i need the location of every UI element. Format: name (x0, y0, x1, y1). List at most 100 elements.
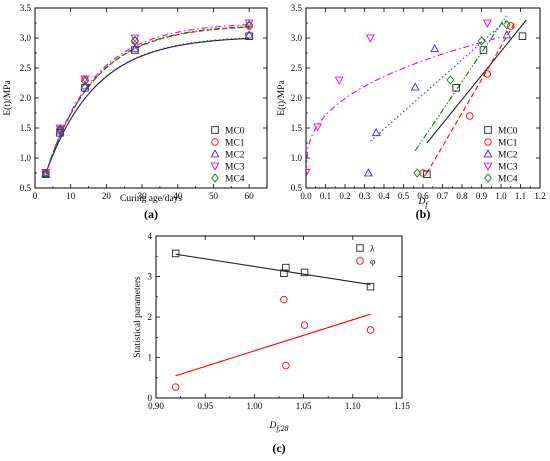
panel-a-fit-curve-mc1 (45, 26, 250, 174)
data-point (502, 20, 511, 30)
panel-b-y-tick-label: 3.5 (291, 3, 303, 13)
data-point (479, 46, 488, 54)
legend-marker (356, 244, 364, 252)
panel-b-y-tick-label: 1.0 (291, 153, 303, 163)
panel-b-plot-area (306, 14, 527, 178)
data-point (245, 32, 253, 40)
panel-a-y-tick-label: 1.0 (20, 153, 32, 163)
panel-c-y-tick-label: 0 (148, 393, 153, 403)
data-point (282, 361, 290, 370)
data-point (366, 282, 375, 291)
legend-label: MC2 (498, 151, 518, 161)
data-point (363, 168, 373, 177)
legend-marker (484, 173, 492, 183)
data-point (130, 43, 140, 53)
panel-a-x-axis-title: Curing age/days (120, 194, 182, 204)
panel-c-x-tick-label: 0.90 (148, 401, 164, 411)
panel-b-x-tick-label: 0.4 (378, 191, 390, 201)
panel-c-x-tick-label: 1.15 (394, 401, 410, 411)
panel-a-fit-curve-mc4 (45, 25, 250, 174)
panel-a: 0 10 20 30 40 50 60 0.5 1.0 1.5 2.0 2.5 3.0 3.5 Curing… (2, 3, 268, 221)
panel-c-x-tick-label: 1.00 (247, 401, 263, 411)
panel-b-y-tick-label: 0.5 (291, 183, 303, 193)
legend-label: MC1 (225, 139, 245, 149)
panel-a-y-tick-label: 0.5 (20, 183, 32, 193)
panel-b-x-tick-label: 0.3 (359, 191, 371, 201)
panel-c: 0.90 0.95 1.00 1.05 1.10 1.15 0 1 2 3 4 Df,28 Statis… (133, 231, 410, 455)
data-point (507, 22, 515, 30)
panel-a-fit-curve-mc0 (45, 37, 250, 174)
panel-a-fit-curve-mc2 (45, 37, 250, 174)
panel-a-label: (a) (144, 207, 158, 221)
panel-a-plot-frame (34, 7, 268, 189)
panel-c-plot-area (171, 249, 375, 391)
panel-b: 0.0 0.1 0.2 0.3 0.4 0.5 0.6 0.7 0.8 0.9 1.0 1.1 1.2 0… (276, 3, 546, 221)
legend-label: MC0 (498, 127, 518, 137)
panel-b-fit-line (426, 19, 527, 144)
panel-b-fit-line (426, 22, 516, 174)
data-point (171, 383, 180, 391)
panel-a-series-mc4 (41, 20, 254, 179)
data-point (282, 263, 290, 272)
data-point (171, 249, 180, 258)
data-point (365, 34, 375, 43)
panel-a-y-axis-title: E(t)/MPa (2, 80, 13, 116)
data-point (131, 35, 139, 45)
panel-a-legend: MC0 MC1 MC2 MC3 MC4 (210, 126, 245, 185)
panel-a-x-tick-label: 20 (102, 191, 112, 201)
panel-a-x-tick-label: 0 (33, 191, 38, 201)
panel-a-x-tick-label: 10 (66, 191, 76, 201)
data-point (306, 169, 311, 178)
legend-marker (484, 126, 492, 134)
legend-label: MC0 (225, 127, 245, 137)
legend-label: MC3 (498, 163, 518, 173)
legend-label: MC3 (225, 163, 245, 173)
panel-c-x-axis-title: Df,28 (268, 421, 288, 433)
legend-marker (483, 149, 493, 158)
legend-marker (211, 173, 219, 183)
legend-label: MC4 (498, 175, 518, 185)
panel-b-x-tick-label: 0.1 (320, 191, 331, 201)
data-point (477, 36, 486, 46)
legend-marker (211, 138, 219, 146)
panel-b-x-tick-label: 0.0 (300, 191, 312, 201)
panel-a-plot-area (41, 19, 254, 179)
legend-label: MC2 (225, 151, 245, 161)
panel-c-x-tick-label: 1.10 (345, 401, 361, 411)
panel-a-series-mc1 (41, 22, 253, 177)
panel-b-fit-line (369, 19, 508, 142)
panel-a-y-tick-label: 2.0 (20, 93, 32, 103)
data-point (452, 84, 460, 92)
data-point (80, 81, 90, 90)
panel-b-series-mc3 (306, 19, 492, 178)
data-point (244, 30, 254, 39)
data-point (371, 127, 381, 137)
data-point (502, 30, 512, 39)
legend-marker (356, 257, 364, 265)
legend-marker (210, 149, 220, 158)
legend-label: φ (370, 258, 376, 268)
data-point (366, 326, 375, 334)
panel-a-y-tick-label: 3.5 (20, 3, 32, 13)
data-point (334, 76, 344, 85)
data-point (413, 168, 422, 178)
panel-c-x-tick-label: 0.95 (197, 401, 213, 411)
panel-c-series-phi (171, 295, 375, 391)
panel-c-plot-frame (155, 235, 403, 399)
panel-b-x-tick-label: 1.2 (534, 191, 545, 201)
panel-b-series-mc4 (413, 20, 511, 178)
panel-b-series-mc1 (419, 22, 515, 177)
panel-b-fit-line (414, 14, 508, 152)
data-point (56, 125, 64, 135)
panel-a-series-mc0 (41, 32, 253, 178)
data-point (81, 76, 89, 86)
panel-b-x-tick-label: 0.5 (398, 191, 410, 201)
panel-b-series-mc0 (423, 32, 527, 178)
data-point (419, 169, 427, 177)
data-point (280, 269, 288, 278)
data-point (131, 46, 139, 54)
panel-b-x-tick-label: 0.2 (339, 191, 350, 201)
panel-c-fit-line (175, 313, 371, 377)
panel-b-x-tick-label: 0.8 (456, 191, 468, 201)
